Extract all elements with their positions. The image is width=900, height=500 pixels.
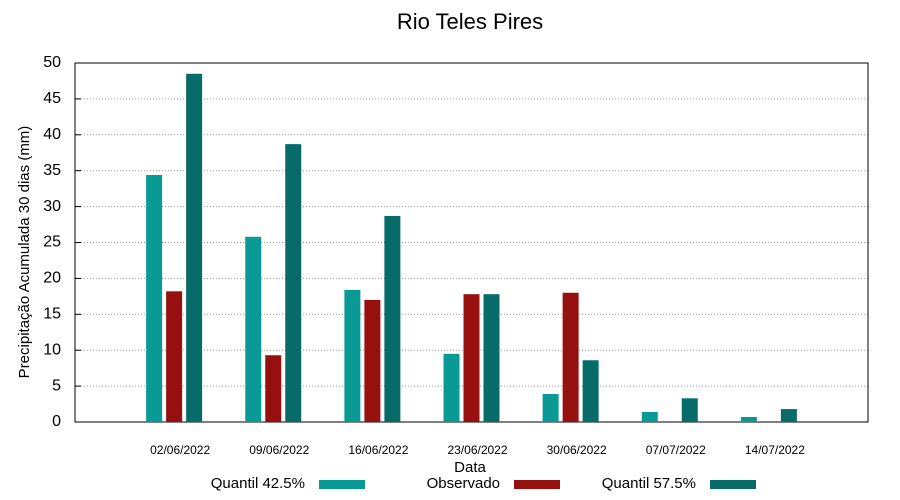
bar bbox=[542, 393, 559, 422]
bar bbox=[344, 289, 361, 422]
legend-label: Observado bbox=[427, 475, 500, 492]
y-tick-label: 35 bbox=[43, 162, 61, 179]
y-tick-label: 50 bbox=[43, 54, 61, 71]
bar bbox=[384, 215, 401, 422]
chart-title: Rio Teles Pires bbox=[397, 9, 543, 34]
y-axis-label: Precipitação Acumulada 30 dias (mm) bbox=[16, 126, 33, 379]
x-tick-label: 16/06/2022 bbox=[348, 443, 408, 457]
bar bbox=[681, 398, 698, 422]
x-tick-label: 14/07/2022 bbox=[745, 443, 805, 457]
y-tick-label: 0 bbox=[52, 413, 61, 430]
x-axis-label: Data bbox=[454, 459, 486, 476]
y-tick-label: 10 bbox=[43, 341, 61, 358]
bar bbox=[582, 360, 599, 422]
bar bbox=[364, 299, 381, 422]
x-tick-label: 02/06/2022 bbox=[150, 443, 210, 457]
bar bbox=[245, 236, 262, 422]
x-tick-label: 30/06/2022 bbox=[547, 443, 607, 457]
y-tick-label: 30 bbox=[43, 198, 61, 215]
bar bbox=[166, 291, 183, 422]
bar bbox=[641, 411, 658, 422]
bar bbox=[780, 409, 797, 422]
bar bbox=[562, 292, 579, 422]
x-tick-label: 07/07/2022 bbox=[646, 443, 706, 457]
y-tick-label: 45 bbox=[43, 90, 61, 107]
x-tick-label: 09/06/2022 bbox=[249, 443, 309, 457]
legend-label: Quantil 57.5% bbox=[602, 475, 696, 492]
bar bbox=[186, 73, 203, 423]
y-tick-label: 25 bbox=[43, 234, 61, 251]
y-tick-label: 15 bbox=[43, 306, 61, 323]
bar bbox=[285, 144, 302, 422]
y-tick-label: 40 bbox=[43, 126, 61, 143]
legend-swatch bbox=[514, 480, 560, 489]
bar bbox=[146, 175, 163, 422]
bar bbox=[265, 355, 282, 422]
y-tick-label: 5 bbox=[52, 377, 61, 394]
x-tick-label: 23/06/2022 bbox=[447, 443, 507, 457]
y-tick-label: 20 bbox=[43, 270, 61, 287]
legend-swatch bbox=[710, 480, 756, 489]
bar bbox=[740, 416, 757, 422]
bar bbox=[443, 353, 460, 422]
legend-swatch bbox=[319, 480, 365, 489]
bar bbox=[463, 294, 480, 422]
legend-label: Quantil 42.5% bbox=[211, 475, 305, 492]
bar bbox=[483, 294, 500, 422]
